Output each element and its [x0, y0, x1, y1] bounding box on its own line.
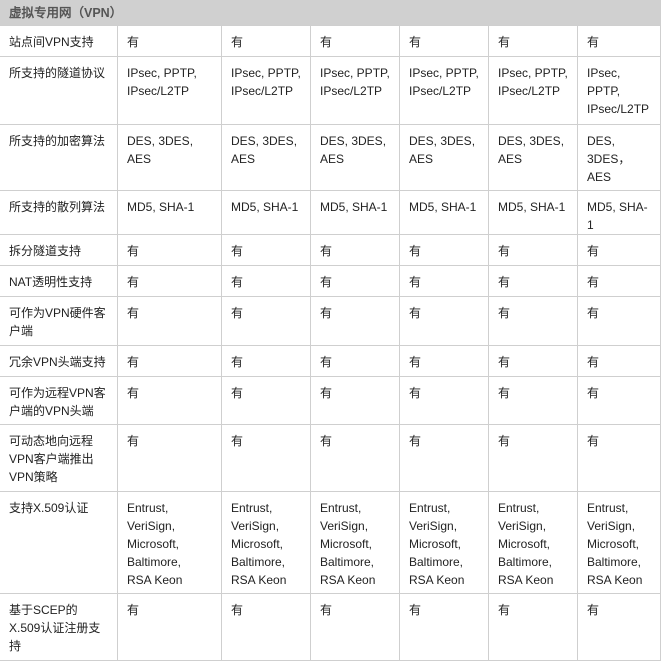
row-label: 可作为远程VPN客 户端的VPN头端 [0, 376, 118, 425]
table-cell: 有 [117, 234, 222, 266]
table-cell: IPsec, PPTP, IPsec/L2TP [221, 56, 311, 125]
table-cell: MD5, SHA-1 [221, 190, 311, 235]
table-cell: 有 [399, 25, 489, 57]
table-cell: 有 [576, 345, 662, 377]
table-cell: DES, 3DES, AES [310, 124, 400, 191]
table-cell: Entrust, VeriSign, Microsoft, Baltimore,… [117, 491, 222, 594]
table-row: 基于SCEP的 X.509认证注册支 持有有有有有有 [0, 593, 662, 661]
row-label: 拆分隧道支持 [0, 234, 118, 266]
table-cell: 有 [117, 376, 222, 425]
table-cell: 有 [399, 296, 489, 346]
row-label: 支持X.509认证 [0, 491, 118, 594]
row-label: 可动态地向远程 VPN客户端推出 VPN策略 [0, 424, 118, 492]
table-cell: Entrust, VeriSign, Microsoft, Baltimore,… [221, 491, 311, 594]
table-row: 所支持的散列算法 MD5, SHA-1 MD5, SHA-1 MD5, SHA-1 MD… [0, 190, 662, 235]
table-cell: 有 [488, 234, 578, 266]
table-cell: 有 [310, 376, 400, 425]
table-cell: 有 [310, 25, 400, 57]
table-cell: MD5, SHA-1 [310, 190, 400, 235]
table-cell: 有 [488, 296, 578, 346]
table-cell: DES, 3DES, AES [117, 124, 222, 191]
table-cell: 有 [488, 265, 578, 297]
table-row: 可作为远程VPN客 户端的VPN头端有有有有有有 [0, 376, 662, 425]
table-row: 可动态地向远程 VPN客户端推出 VPN策略有有有有有有 [0, 424, 662, 492]
table-cell: IPsec, PPTP, IPsec/L2TP [310, 56, 400, 125]
table-cell: 有 [117, 265, 222, 297]
table-cell: 有 [488, 345, 578, 377]
row-label: 基于SCEP的 X.509认证注册支 持 [0, 593, 118, 661]
table-cell: DES, 3DES, AES [488, 124, 578, 191]
table-cell: 有 [399, 345, 489, 377]
table-header-row: 虚拟专用网（VPN） [0, 0, 662, 26]
table-cell: 有 [310, 234, 400, 266]
table-row: 可作为VPN硬件客 户端有有有有有有 [0, 296, 662, 346]
table-cell: DES, 3DES, AES [221, 124, 311, 191]
table-cell: 有 [399, 265, 489, 297]
table-cell: 有 [221, 376, 311, 425]
table-cell: IPsec, PPTP, IPsec/L2TP [117, 56, 222, 125]
row-label: 所支持的隧道协议 [0, 56, 118, 125]
table-cell: DES, 3DES， AES [576, 124, 662, 191]
table-row: 站点间VPN支持有有有有有有 [0, 25, 662, 57]
table-cell: Entrust, VeriSign, Microsoft, Baltimore,… [399, 491, 489, 594]
table-cell: 有 [221, 593, 311, 661]
table-cell: 有 [488, 376, 578, 425]
table-row: 冗余VPN头端支持有有有有有有 [0, 345, 662, 377]
table-row: 所支持的加密算法 DES, 3DES, AES DES, 3DES, AES DES,… [0, 124, 662, 191]
table-cell: 有 [221, 25, 311, 57]
table-cell: MD5, SHA-1 [488, 190, 578, 235]
table-cell: 有 [399, 593, 489, 661]
table-cell: Entrust, VeriSign, Microsoft, Baltimore,… [310, 491, 400, 594]
row-label: 所支持的散列算法 [0, 190, 118, 235]
table-cell: 有 [576, 593, 662, 661]
table-cell: 有 [310, 296, 400, 346]
table-cell: 有 [576, 424, 662, 492]
table-cell: 有 [488, 424, 578, 492]
row-label: 冗余VPN头端支持 [0, 345, 118, 377]
table-cell: 有 [117, 345, 222, 377]
table-cell: 有 [117, 593, 222, 661]
table-cell: IPsec, PPTP, IPsec/L2TP [488, 56, 578, 125]
table-cell: 有 [310, 265, 400, 297]
table-row: 拆分隧道支持有有有有有有 [0, 234, 662, 266]
table-cell: 有 [221, 296, 311, 346]
table-cell: 有 [310, 424, 400, 492]
table-cell: MD5, SHA-1 [399, 190, 489, 235]
table-cell: MD5, SHA-1 [117, 190, 222, 235]
table-cell: Entrust, VeriSign, Microsoft, Baltimore,… [488, 491, 578, 594]
row-label: NAT透明性支持 [0, 265, 118, 297]
row-label: 站点间VPN支持 [0, 25, 118, 57]
table-cell: IPsec, PPTP, IPsec/L2TP [576, 56, 662, 125]
table-cell: 有 [576, 296, 662, 346]
table-cell: 有 [310, 593, 400, 661]
table-row: 支持X.509认证 Entrust, VeriSign, Microsoft, B… [0, 491, 662, 594]
table-cell: 有 [399, 424, 489, 492]
table-cell: IPsec, PPTP, IPsec/L2TP [399, 56, 489, 125]
table-cell: 有 [576, 234, 662, 266]
table-cell: 有 [117, 25, 222, 57]
table-cell: 有 [576, 376, 662, 425]
table-row: NAT透明性支持有有有有有有 [0, 265, 662, 297]
table-cell: 有 [221, 345, 311, 377]
table-row: 所支持的隧道协议 IPsec, PPTP, IPsec/L2TP IPsec, PP… [0, 56, 662, 125]
table-cell: DES, 3DES, AES [399, 124, 489, 191]
table-cell: 有 [221, 265, 311, 297]
table-cell: 有 [117, 424, 222, 492]
table-cell: 有 [576, 25, 662, 57]
table-cell: 有 [399, 234, 489, 266]
table-cell: Entrust, VeriSign, Microsoft, Baltimore,… [576, 491, 662, 594]
row-label: 可作为VPN硬件客 户端 [0, 296, 118, 346]
table-cell: 有 [221, 424, 311, 492]
table-cell: MD5, SHA-1 [576, 190, 662, 235]
table-cell: 有 [310, 345, 400, 377]
table-cell: 有 [488, 25, 578, 57]
table-cell: 有 [576, 265, 662, 297]
table-cell: 有 [117, 296, 222, 346]
row-label: 所支持的加密算法 [0, 124, 118, 191]
section-title: 虚拟专用网（VPN） [0, 0, 662, 26]
table-cell: 有 [399, 376, 489, 425]
table-cell: 有 [221, 234, 311, 266]
table-cell: 有 [488, 593, 578, 661]
